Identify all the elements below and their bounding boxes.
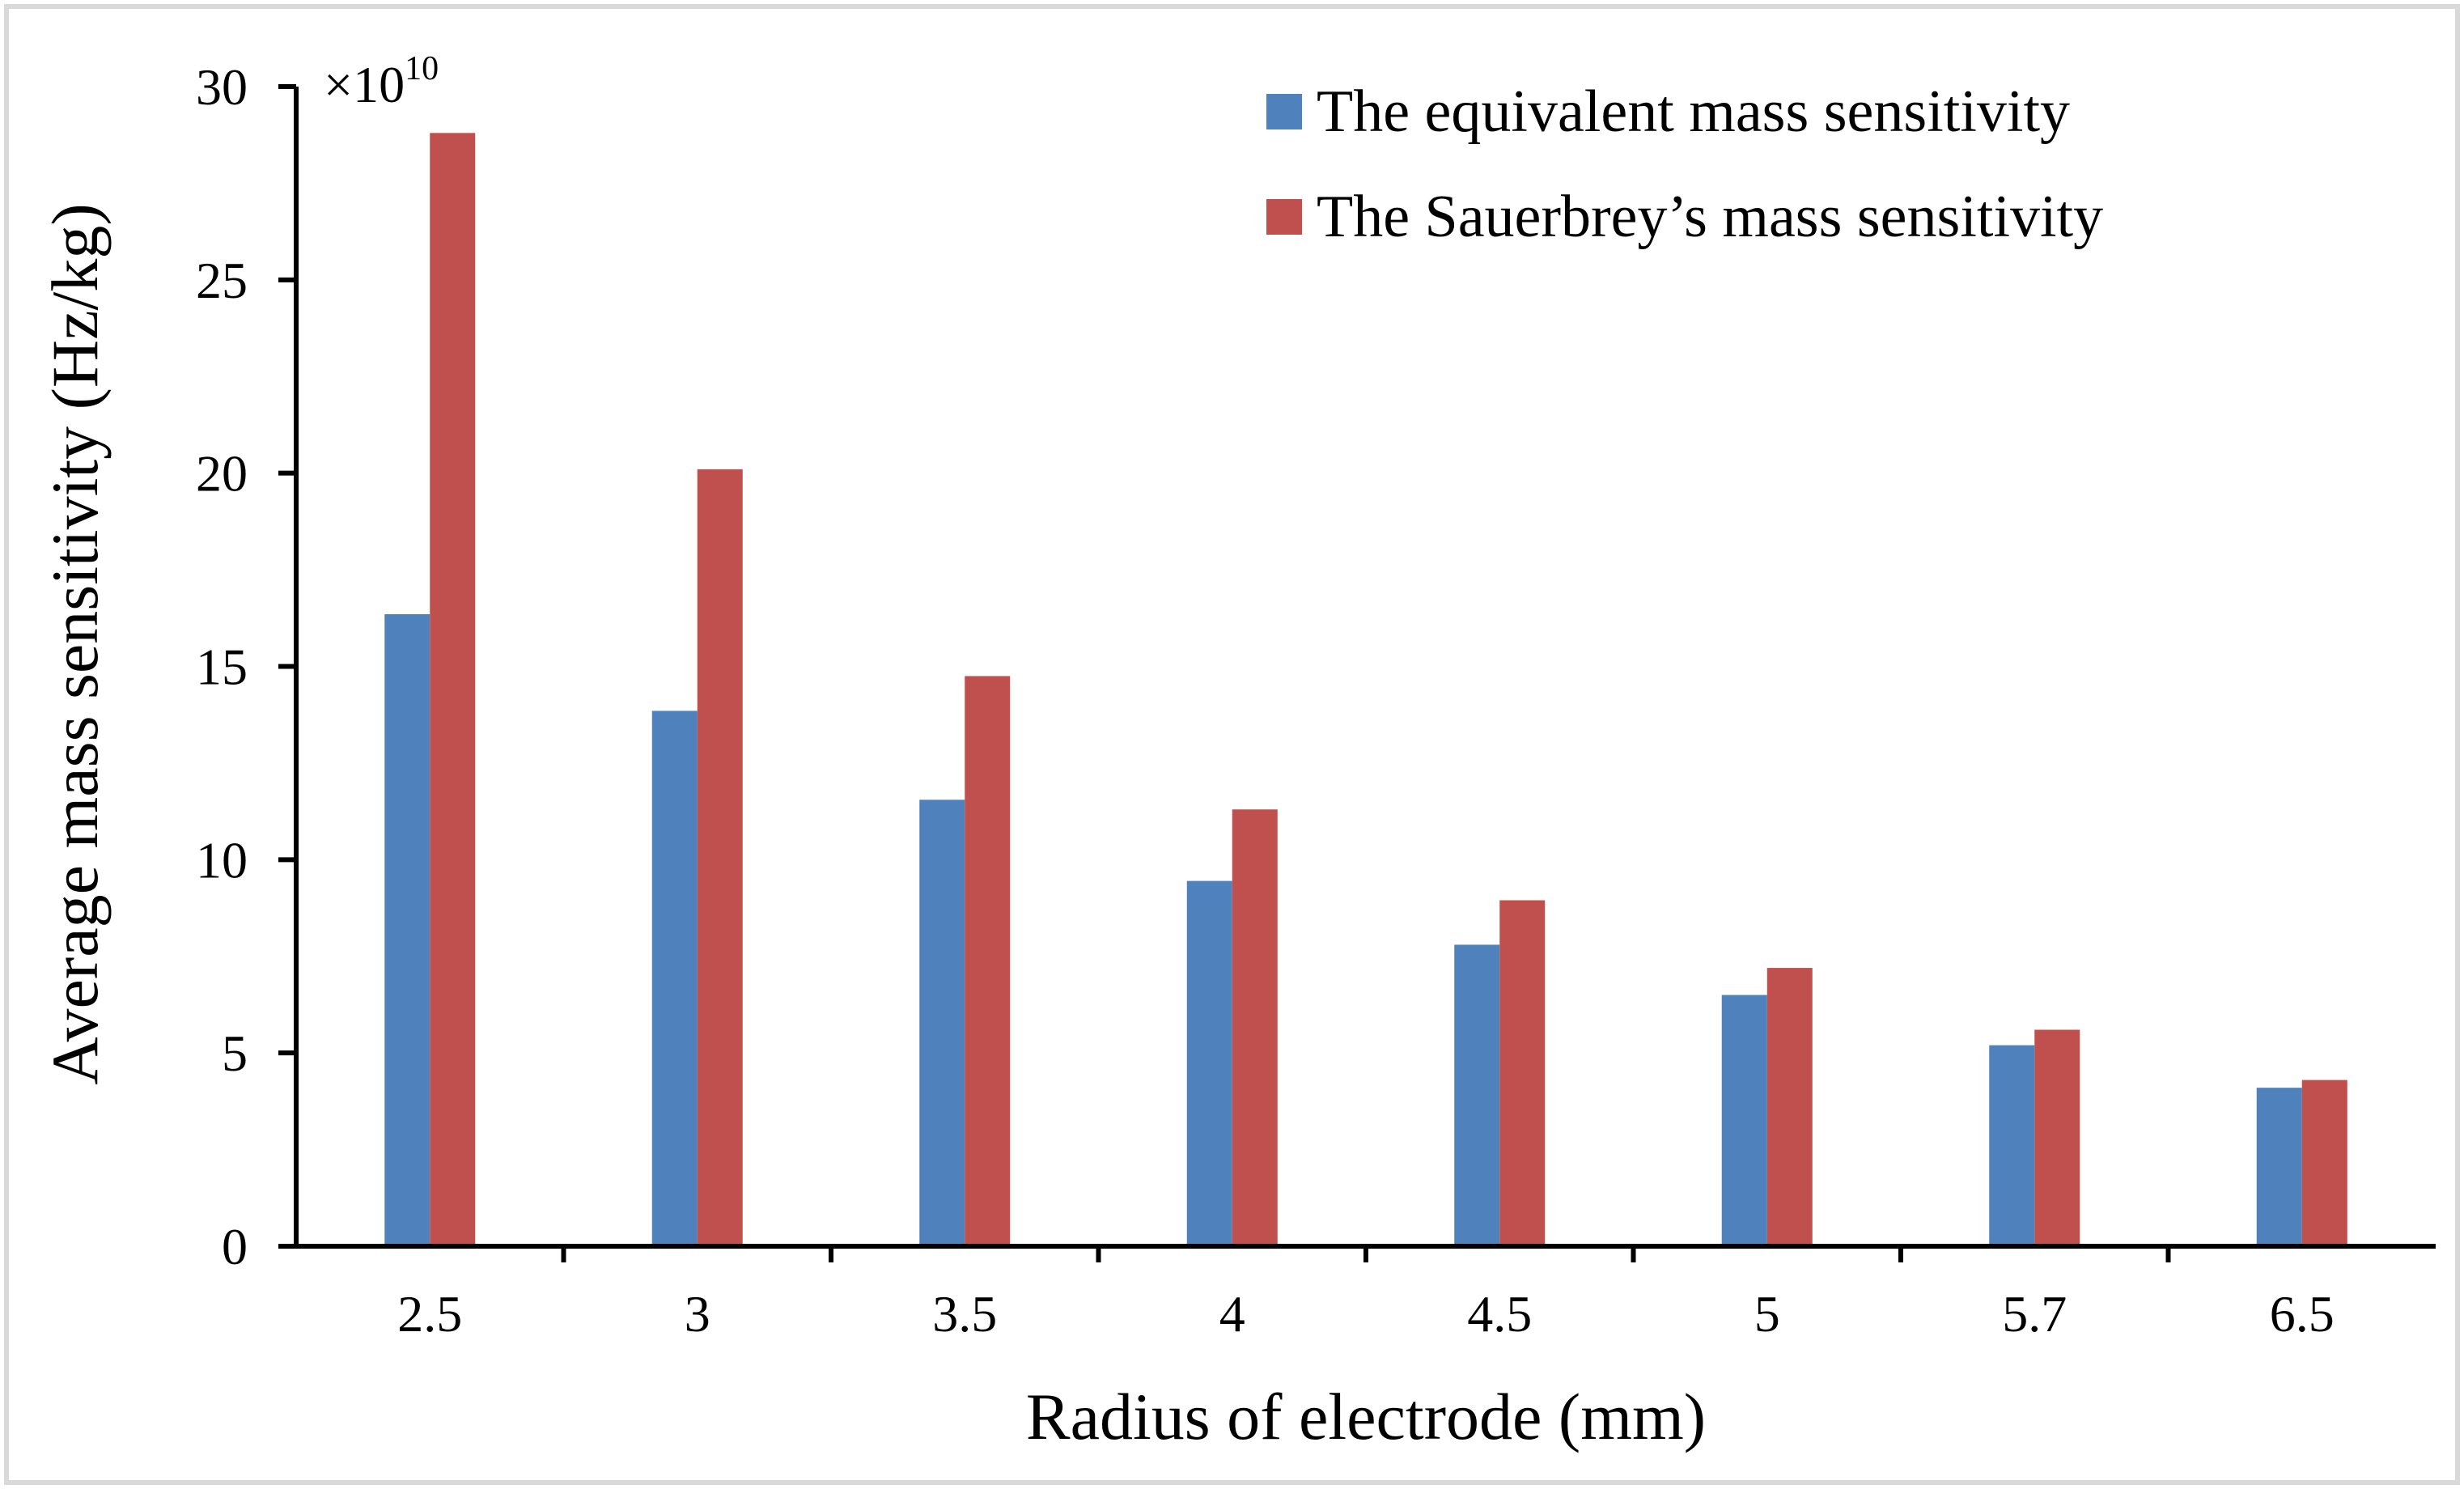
bar-sauerbrey <box>1232 809 1278 1246</box>
x-tick-label: 5 <box>1754 1285 1780 1343</box>
x-tick-label: 4.5 <box>1467 1285 1532 1343</box>
x-tick-label: 2.5 <box>397 1285 462 1343</box>
legend-label-equivalent: The equivalent mass sensitivity <box>1317 78 2070 145</box>
y-tick-label: 30 <box>196 58 248 116</box>
x-axis-title: Radius of electrode (mm) <box>1026 1380 1706 1453</box>
y-axis-title: Average mass sensitivity (Hz/kg) <box>38 203 112 1084</box>
bar-sauerbrey <box>2034 1029 2080 1246</box>
bar-sauerbrey <box>1499 900 1546 1246</box>
x-tick-label: 5.7 <box>2002 1285 2067 1343</box>
scale-exponent: 10 <box>405 50 439 87</box>
bar-equivalent <box>384 614 430 1246</box>
y-tick-label: 0 <box>222 1218 248 1275</box>
bars-layer <box>384 133 2347 1246</box>
y-tick-label: 5 <box>222 1024 248 1082</box>
y-tick-label: 10 <box>196 831 248 889</box>
bar-equivalent <box>919 800 965 1246</box>
y-tick-label: 15 <box>196 638 248 696</box>
legend: The equivalent mass sensitivity The Saue… <box>1266 78 2103 250</box>
bar-equivalent <box>1454 944 1500 1246</box>
bar-equivalent <box>1989 1045 2035 1246</box>
bar-equivalent <box>2256 1088 2302 1246</box>
bar-sauerbrey <box>1766 968 1813 1246</box>
bar-sauerbrey <box>697 469 743 1246</box>
y-tick-label: 20 <box>196 445 248 503</box>
bar-equivalent <box>651 711 698 1246</box>
legend-swatch-sauerbrey <box>1266 199 1302 235</box>
bar-sauerbrey <box>965 676 1011 1246</box>
legend-swatch-equivalent <box>1266 94 1302 129</box>
scale-prefix: ×10 <box>324 56 405 113</box>
y-tick-label: 25 <box>196 252 248 309</box>
y-scale-multiplier: ×1010 <box>324 50 439 113</box>
bar-equivalent <box>1186 880 1232 1246</box>
x-tick-label: 3.5 <box>932 1285 997 1343</box>
ticks-layer <box>278 84 2171 1262</box>
y-tick-labels: 0 5 10 15 20 25 30 <box>196 58 248 1275</box>
x-tick-label: 3 <box>685 1285 710 1343</box>
legend-label-sauerbrey: The Sauerbrey’s mass sensitivity <box>1317 184 2103 250</box>
x-tick-label: 6.5 <box>2270 1285 2335 1343</box>
bar-sauerbrey <box>430 133 476 1246</box>
bar-equivalent <box>1721 995 1767 1246</box>
bar-sauerbrey <box>2301 1080 2347 1246</box>
x-tick-label: 4 <box>1219 1285 1245 1343</box>
x-tick-labels: 2.5 3 3.5 4 4.5 5 5.7 6.5 <box>397 1285 2335 1343</box>
